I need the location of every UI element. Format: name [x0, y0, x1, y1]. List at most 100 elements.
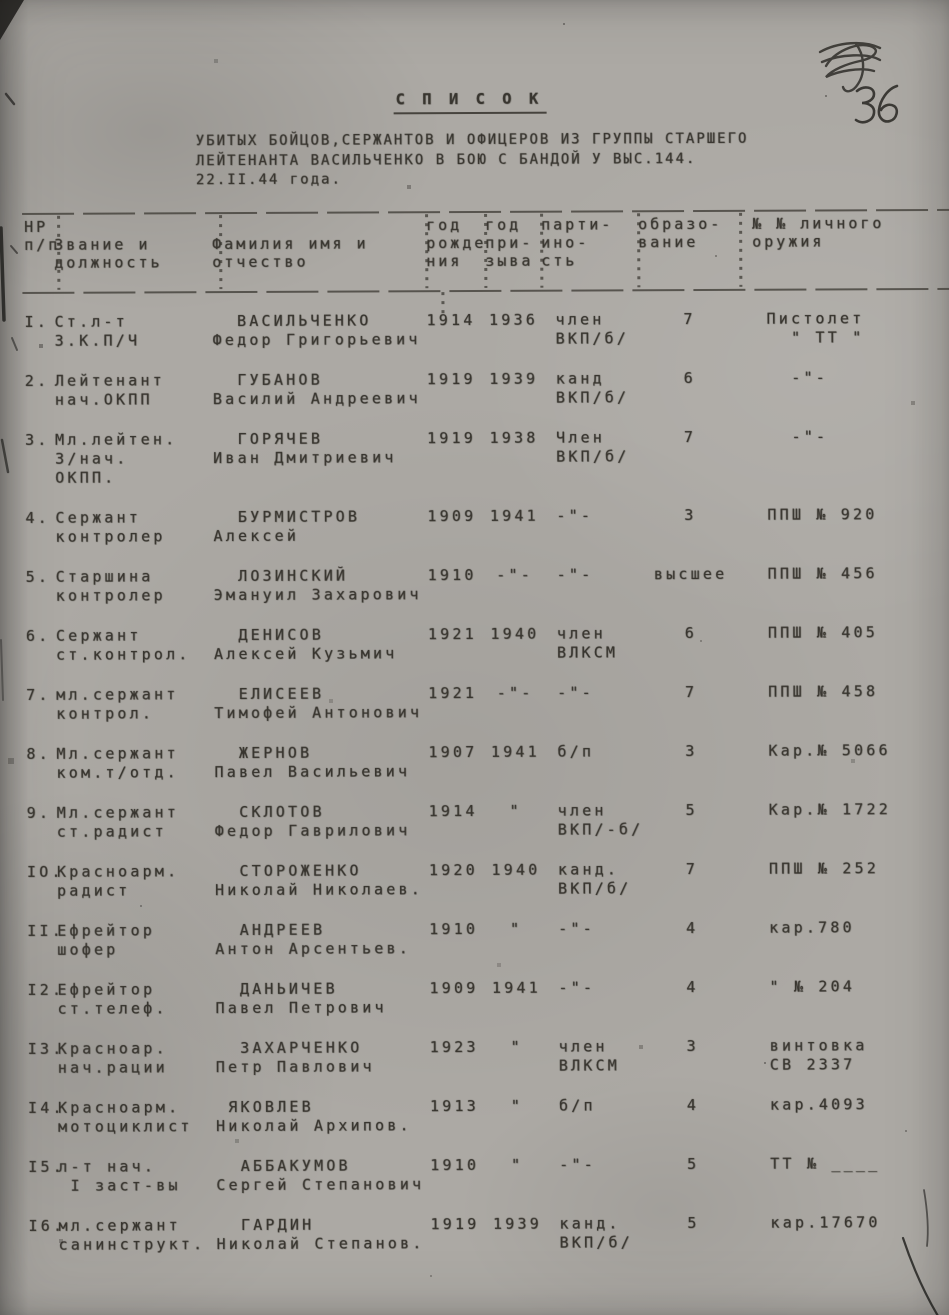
table-row: 8. Мл.сержант ком.т/отд. ЖЕРНОВ Павел Ва… [26, 741, 949, 783]
birth-year: 1914 [426, 310, 476, 330]
draft-year: 1938 [489, 428, 539, 447]
rank-and-position: мл.сержант санинструкт. [58, 1216, 206, 1254]
full-name: ГОРЯЧЕВ Иван Дмитриевич [213, 429, 397, 468]
weapon-number: ППШ № 405 [767, 623, 879, 642]
education: 5 [685, 801, 698, 820]
weapon-number: Кар.№ 5066 [768, 741, 891, 760]
table-row: II. Ефрейтор шофер АНДРЕЕВ Антон Арсенть… [27, 918, 949, 960]
weapon-number: -"- [767, 427, 829, 446]
weapon-number: ППШ № 252 [768, 859, 880, 878]
full-name: АНДРЕЕВ Антон Арсентьев. [215, 920, 412, 959]
table-row: I5. л-т нач. I заст-вы АББАКУМОВ Сергей … [28, 1154, 949, 1196]
draft-year: 1936 [489, 310, 539, 329]
column-header: год при- зыва [485, 215, 534, 270]
draft-year: " [509, 801, 522, 820]
draft-year: 1940 [491, 860, 541, 879]
row-number: I5. [28, 1157, 65, 1176]
weapon-number: " № 204 [769, 977, 856, 996]
table-row: 6. Сержант ст.контрол. ДЕНИСОВ Алексей К… [26, 623, 949, 665]
table-row: IO. Красноарм. радист СТОРОЖЕНКО Николай… [27, 859, 949, 901]
full-name: ЛОЗИНСКИЙ Эмануил Захарович [213, 566, 422, 605]
weapon-number: -"- [766, 368, 828, 387]
rank-and-position: Красноарм. мотоциклист [57, 1098, 193, 1136]
education: 5 [687, 1214, 700, 1233]
table-row: I6. мл.сержант санинструкт. ГАРДИН Никол… [28, 1213, 949, 1255]
birth-year: 1920 [428, 860, 478, 880]
birth-year: 1919 [426, 369, 476, 389]
draft-year: 1941 [489, 506, 539, 525]
rank-and-position: Красноар. нач.рации [57, 1039, 168, 1077]
party-affiliation: Член ВКП/б/ [556, 428, 630, 466]
document-title: С П И С О К [393, 89, 547, 115]
rank-and-position: Мл.сержант ком.т/отд. [56, 744, 179, 782]
full-name: ЗАХАРЧЕНКО Петр Павлович [215, 1038, 375, 1077]
paper-noise-specks [0, 0, 2, 2]
weapon-number: кар.17670 [770, 1213, 881, 1232]
birth-year: 1907 [428, 742, 478, 762]
party-affiliation: канд ВКП/б/ [555, 369, 630, 407]
draft-year: " [511, 1155, 524, 1174]
rank-and-position: Ефрейтор ст.телеф. [57, 980, 168, 1018]
birth-year: 1919 [430, 1214, 480, 1234]
column-header: НР п/п [24, 217, 61, 254]
full-name: СКЛОТОВ Федор Гаврилович [214, 802, 411, 841]
education: 3 [685, 742, 698, 761]
row-number: I2. [27, 980, 65, 999]
column-header: образо- вание [638, 214, 723, 252]
party-affiliation: член ВКП/б/ [555, 310, 630, 348]
weapon-number: Кар.№ 1722 [768, 800, 892, 819]
table-row: I3. Красноар. нач.рации ЗАХАРЧЕНКО Петр … [28, 1036, 949, 1078]
birth-year: 1913 [429, 1096, 479, 1116]
full-name: ДАНЬИЧЕВ Павел Петрович [215, 979, 387, 1018]
party-affiliation: -"- [556, 506, 594, 525]
birth-year: 1919 [427, 428, 477, 448]
draft-year: -"- [496, 565, 534, 584]
row-number: I6. [28, 1216, 66, 1235]
birth-year: 1910 [427, 565, 477, 585]
rank-and-position: мл.сержант контрол. [56, 685, 179, 723]
table-row: 2. Лейтенант нач.ОКПП ГУБАНОВ Василий Ан… [25, 368, 948, 410]
weapon-number: ППШ № 456 [767, 564, 878, 583]
rank-and-position: Красноарм. радист [56, 862, 180, 900]
education: 4 [686, 919, 699, 938]
row-number: 6. [25, 626, 51, 645]
education: 6 [683, 369, 696, 388]
row-number: IO. [26, 862, 64, 881]
row-number: 9. [26, 803, 52, 822]
row-number: 8. [26, 744, 51, 763]
party-affiliation: -"- [557, 683, 594, 702]
party-affiliation: член ВЛКСМ [556, 624, 619, 662]
draft-year: 1941 [490, 742, 540, 761]
draft-year: " [510, 1037, 523, 1056]
row-number: I3. [27, 1039, 65, 1058]
weapon-number: ППШ № 920 [767, 505, 878, 524]
education: 4 [686, 978, 699, 997]
party-affiliation: -"- [556, 565, 594, 584]
row-number: 4. [25, 508, 50, 527]
draft-year: 1939 [489, 369, 539, 388]
rank-and-position: Ефрейтор шофер [57, 921, 156, 959]
row-number: II. [27, 921, 64, 940]
party-affiliation: -"- [558, 978, 596, 997]
table-header-row: НР п/п Звание и должность Фамилия имя и … [24, 214, 947, 272]
education: 6 [684, 624, 698, 643]
education: 5 [687, 1155, 700, 1174]
draft-year: 1941 [491, 978, 541, 997]
column-header: № № личного оружия [752, 214, 885, 251]
education: 7 [685, 860, 699, 879]
table-row: 3. Мл.лейтен. З/нач. ОКПП. ГОРЯЧЕВ Иван … [25, 427, 948, 488]
table-row: 4. Сержант контролер БУРМИСТРОВ Алексей … [25, 505, 948, 547]
weapon-number: кар.780 [769, 918, 855, 937]
full-name: ЕЛИСЕЕВ Тимофей Антонович [214, 684, 423, 723]
full-name: СТОРОЖЕНКО Николай Николаев. [214, 861, 423, 900]
full-name: ЯКОВЛЕВ Николай Архипов. [215, 1097, 412, 1136]
birth-year: 1910 [430, 1155, 480, 1175]
full-name: ВАСИЛЬЧЕНКО Федор Григорьевич [212, 311, 421, 350]
column-header: парти- ино- сть [541, 215, 614, 270]
weapon-number: ППШ № 458 [768, 682, 879, 701]
education: 7 [683, 310, 696, 329]
education: высшее [653, 564, 728, 584]
table-row: 9. Мл.сержант ст.радист СКЛОТОВ Федор Га… [27, 800, 949, 842]
